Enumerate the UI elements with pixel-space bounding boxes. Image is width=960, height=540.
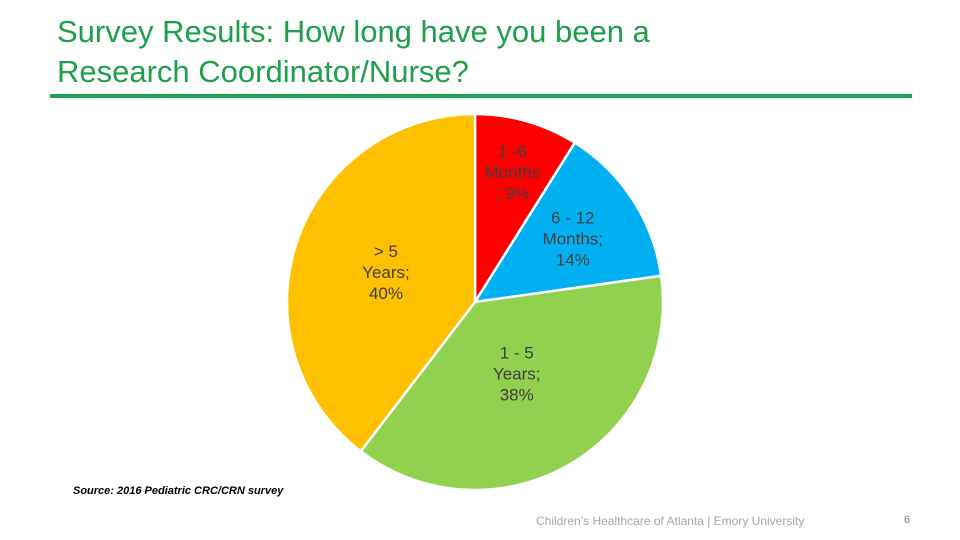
slice-label-1-6-months: 1 -6 Months; 9%	[485, 142, 541, 203]
pie-slice-6-12-months	[472, 140, 663, 304]
slide-title-line-1: Survey Results: How long have you been a	[57, 14, 650, 49]
page-number: 6	[904, 514, 911, 526]
title-underline	[50, 94, 912, 98]
pie-slice-over-5-years	[285, 112, 477, 454]
pie-slice-1-5-years	[358, 274, 665, 492]
footer-text: Children’s Healthcare of Atlanta | Emory…	[536, 514, 805, 528]
source-note: Source: 2016 Pediatric CRC/CRN survey	[73, 485, 284, 497]
slice-label-6-12-months: 6 - 12 Months; 14%	[543, 209, 603, 270]
slice-label-1-5-years: 1 - 5 Years; 38%	[493, 343, 541, 404]
pie-slice-1-6-months	[473, 112, 577, 307]
slide-title-line-2: Research Coordinator/Nurse?	[57, 54, 469, 89]
slice-label-over-5-years: > 5 Years; 40%	[362, 242, 410, 303]
slide-title: Survey Results: How long have you been a…	[57, 12, 897, 92]
